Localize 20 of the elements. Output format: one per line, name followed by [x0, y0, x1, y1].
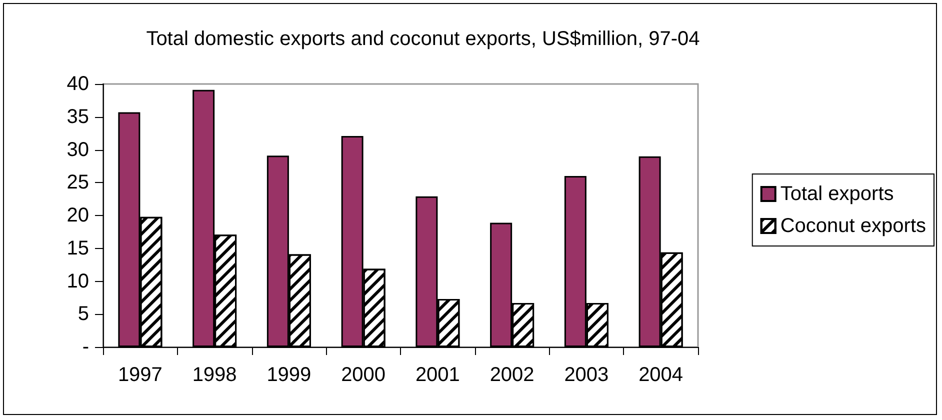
- y-tick-label: 10: [66, 270, 89, 292]
- y-tick-label: 25: [66, 172, 89, 194]
- y-tick-label: 20: [66, 204, 89, 226]
- y-tick-label: 30: [66, 138, 89, 161]
- y-tick-label: 35: [66, 106, 89, 128]
- x-tick-label: 2004: [638, 364, 684, 386]
- legend-label: Total exports: [780, 183, 894, 205]
- x-tick-label: 2002: [490, 364, 534, 386]
- chart-title: Total domestic exports and coconut exports, US$million, 97-04: [146, 28, 700, 50]
- y-tick-label: 15: [66, 237, 89, 260]
- legend-label: Coconut exports: [780, 215, 926, 237]
- x-tick-label: 2001: [415, 364, 460, 386]
- y-tick-label: -: [82, 336, 89, 358]
- x-tick-label: 2000: [341, 364, 386, 386]
- x-tick-label: 1999: [266, 364, 312, 386]
- x-tick-label: 1997: [118, 364, 162, 386]
- y-tick-label: 40: [66, 73, 89, 95]
- x-tick-label: 2003: [564, 364, 609, 386]
- x-tick-label: 1998: [192, 364, 237, 386]
- y-tick-label: 5: [78, 303, 89, 326]
